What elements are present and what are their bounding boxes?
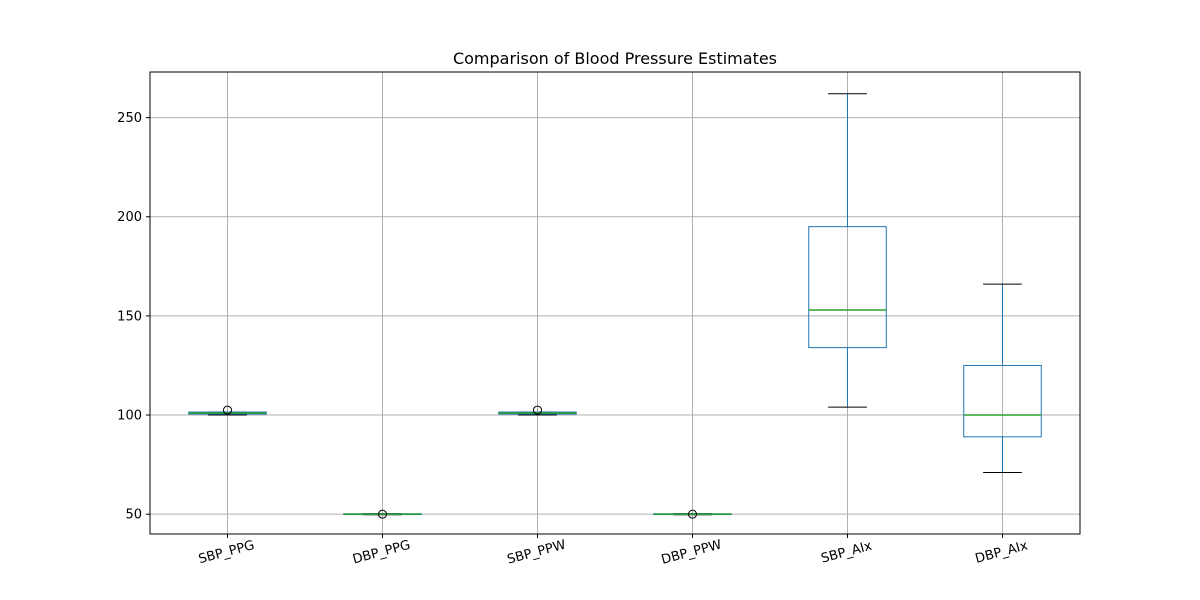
- iqr-box: [963, 364, 1042, 438]
- y-tick-label: 200: [117, 210, 142, 225]
- outlier-marker: [223, 405, 232, 415]
- plot-frame: [149, 71, 1081, 535]
- grid: [150, 72, 1080, 534]
- chart-title: Comparison of Blood Pressure Estimates: [453, 49, 777, 68]
- box-sbp-ppw: [498, 405, 577, 416]
- outlier-marker: [378, 509, 387, 519]
- outlier-marker: [688, 509, 697, 519]
- iqr-box: [808, 226, 887, 349]
- box-sbp-ppg: [188, 405, 267, 416]
- y-tick-label: 250: [117, 111, 142, 126]
- y-tick-label: 50: [125, 508, 142, 523]
- box-sbp-aix: [808, 93, 887, 408]
- y-tick-label: 150: [117, 309, 142, 324]
- box-dbp-ppw: [653, 509, 732, 519]
- y-axis: 50 100 150 200 250: [117, 111, 150, 523]
- y-tick-label: 100: [117, 409, 142, 424]
- outlier-marker: [533, 405, 542, 415]
- box-dbp-ppg: [343, 509, 422, 519]
- box-dbp-aix: [963, 283, 1042, 474]
- box-series: [188, 93, 1042, 519]
